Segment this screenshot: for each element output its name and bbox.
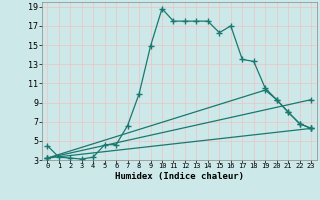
X-axis label: Humidex (Indice chaleur): Humidex (Indice chaleur) (115, 172, 244, 181)
